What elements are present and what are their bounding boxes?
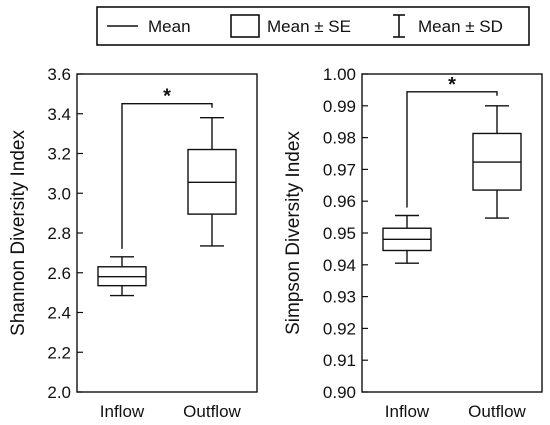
x-tick-label: Outflow [183,402,241,421]
y-tick-label: 2.8 [47,224,71,243]
x-tick-label: Inflow [385,402,430,421]
y-tick-label: 2.2 [47,343,71,362]
y-tick-label: 3.4 [47,105,71,124]
x-tick-label: Inflow [100,402,145,421]
legend-sd-symbol [393,14,405,38]
legend-se-label: Mean ± SE [267,17,351,36]
legend-se-symbol [230,14,260,38]
y-tick-label: 0.99 [323,97,356,116]
y-tick-label: 0.95 [323,224,356,243]
significance-star: * [163,86,171,108]
y-tick-label: 3.6 [47,65,71,84]
y-tick-label: 3.0 [47,184,71,203]
y-tick-label: 1.00 [323,65,356,84]
legend-sd-label: Mean ± SD [418,17,503,36]
legend-frame [96,6,530,46]
y-axis-label: Simpson Diversity Index [283,131,304,335]
y-tick-label: 2.0 [47,383,71,402]
significance-star: * [448,74,456,96]
y-tick-label: 0.97 [323,160,356,179]
legend: Mean Mean ± SE Mean ± SD [96,6,530,46]
y-tick-label: 0.93 [323,288,356,307]
y-tick-label: 0.98 [323,129,356,148]
y-tick-label: 3.2 [47,145,71,164]
y-tick-label: 2.4 [47,304,71,323]
y-tick-label: 0.96 [323,192,356,211]
y-tick-label: 2.6 [47,264,71,283]
y-tick-label: 0.94 [323,256,356,275]
shannon-chart: Shannon Diversity Index 2.0 2.2 2.4 2.6 2.8 3… [8,65,258,421]
simpson-chart: Simpson Diversity Index 0.90 0.91 0.92 0.93… [283,65,543,421]
x-tick-label: Outflow [468,402,526,421]
y-axis-label: Shannon Diversity Index [8,130,29,336]
y-tick-label: 0.91 [323,351,356,370]
legend-mean-label: Mean [148,17,191,36]
plot-frame [76,73,258,393]
y-tick-label: 0.90 [323,383,356,402]
significance-bracket [406,91,498,208]
y-tick-label: 0.92 [323,319,356,338]
significance-bracket [121,103,213,249]
